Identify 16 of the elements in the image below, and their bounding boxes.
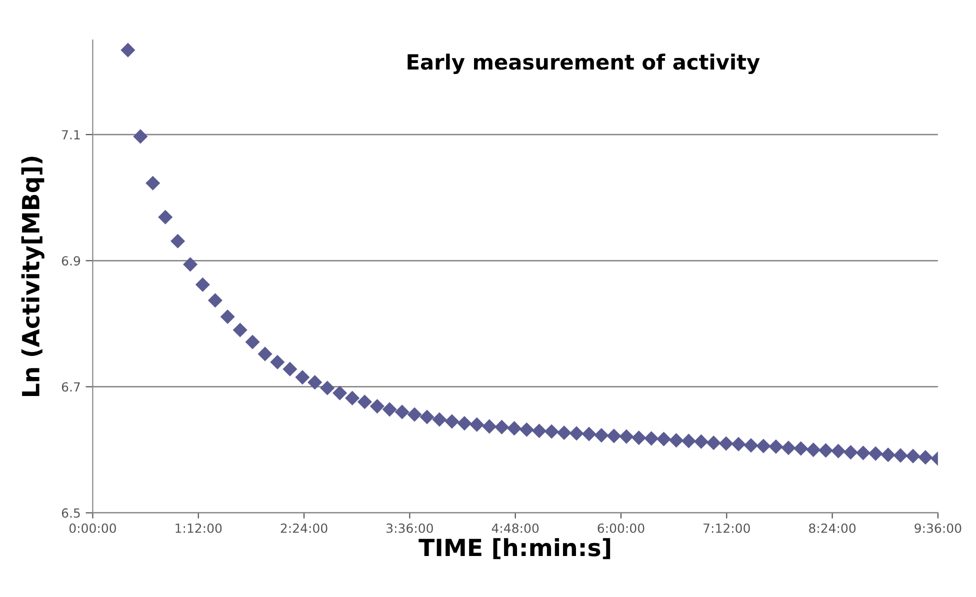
x-tick-label: 4:48:00 (492, 523, 539, 533)
x-tick-label: 7:12:00 (704, 523, 750, 533)
y-axis-title: Ln (Activity[MBq]) (21, 156, 44, 396)
y-tick-label: 7.1 (62, 130, 80, 140)
x-tick-label: 2:24:00 (280, 523, 328, 533)
x-tick-label: 3:36:00 (386, 523, 433, 533)
y-tick-label: 6.5 (62, 508, 80, 518)
x-axis-title: TIME [h:min:s] (418, 538, 610, 560)
text: Early measurement of activity (408, 54, 760, 74)
x-tick-label: 9:36:00 (914, 523, 962, 533)
x-tick-label: 1:12:00 (176, 523, 222, 533)
x-tick-label: 6:00:00 (598, 523, 644, 533)
x-tick-label: 8:24:00 (809, 523, 856, 533)
x-tick-label: 0:00:00 (69, 523, 116, 533)
y-tick-label: 6.7 (62, 382, 80, 392)
y-tick-label: 6.9 (62, 256, 80, 266)
